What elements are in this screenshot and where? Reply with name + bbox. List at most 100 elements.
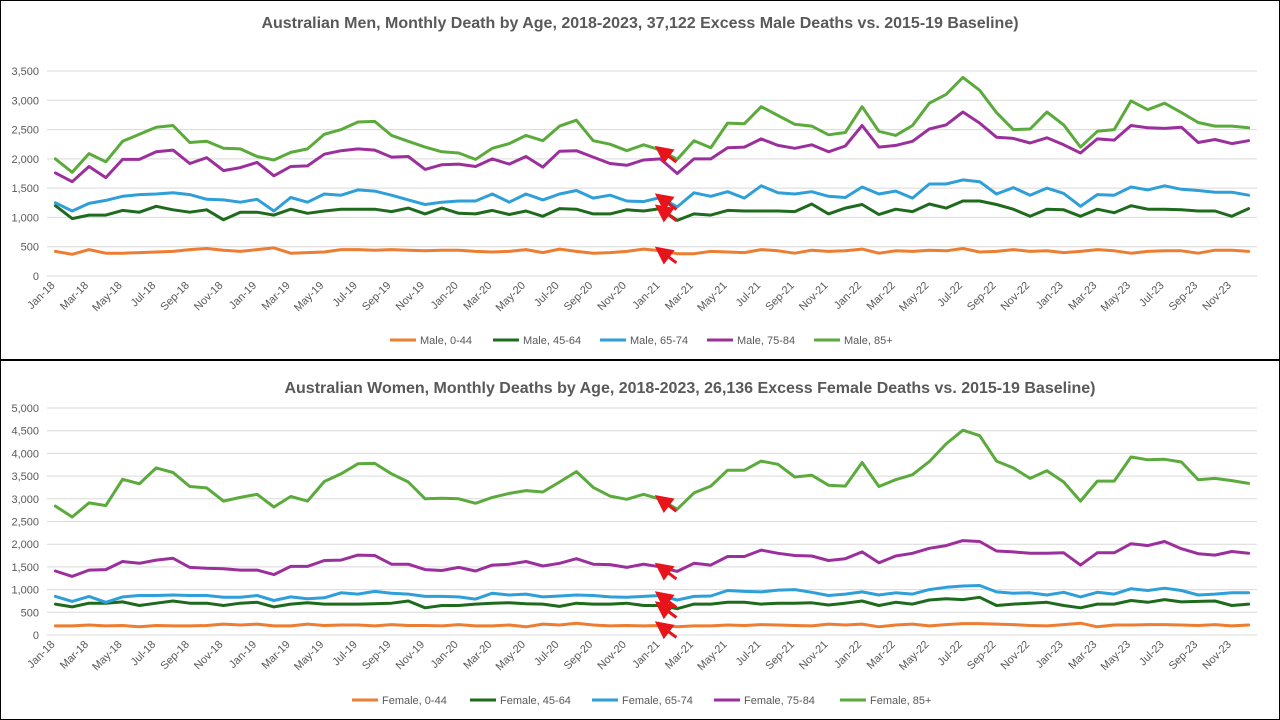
x-tick-label: Mar-23 <box>1066 280 1099 313</box>
x-tick-label: Mar-21 <box>663 639 696 672</box>
x-tick-label: Jul-19 <box>330 639 360 669</box>
y-tick-label: 3,500 <box>11 471 39 483</box>
x-tick-label: Mar-21 <box>663 280 696 313</box>
x-tick-label: Nov-23 <box>1200 280 1234 314</box>
x-tick-label: Sep-18 <box>158 639 192 673</box>
series-line-female-75-84 <box>53 539 1251 578</box>
x-tick-label: May-22 <box>897 280 931 314</box>
x-tick-label: Mar-18 <box>58 280 91 313</box>
x-tick-label: Jan-21 <box>630 639 662 671</box>
x-tick-label: Jan-23 <box>1034 280 1066 312</box>
x-tick-label: May-21 <box>695 280 729 314</box>
female-annotation-arrows <box>654 495 678 640</box>
series-line-female-65-74 <box>53 584 1251 604</box>
x-tick-label: Sep-19 <box>360 280 394 314</box>
x-tick-label: Jul-20 <box>532 280 562 310</box>
x-tick-label: Jul-23 <box>1137 280 1167 310</box>
series-line-male-75-84 <box>53 110 1251 184</box>
x-tick-label: Sep-22 <box>965 280 999 314</box>
x-tick-label: May-23 <box>1099 639 1133 673</box>
y-tick-label: 3,000 <box>11 494 39 506</box>
x-tick-label: May-23 <box>1099 280 1133 314</box>
female-x-axis-labels: Jan-18 Mar-18 May-18 Jul-18 Sep-18 Nov-18 Jan-… <box>25 639 1234 673</box>
annotation-arrow <box>654 204 678 223</box>
annotation-arrow <box>654 145 678 164</box>
x-tick-label: Jul-22 <box>935 639 965 669</box>
male-x-axis-labels: Jan-18 Mar-18 May-18 Jul-18 Sep-18 Nov-18 Jan-… <box>25 280 1234 314</box>
x-tick-label: Mar-22 <box>865 639 898 672</box>
x-tick-label: Mar-19 <box>260 280 293 313</box>
x-tick-label: Sep-22 <box>965 639 999 673</box>
x-tick-label: Jan-22 <box>832 280 864 312</box>
annotation-arrow <box>654 246 678 265</box>
male-gridlines <box>47 70 1257 277</box>
x-tick-label: Jul-19 <box>330 280 360 310</box>
legend-label-female-65-74: Female, 65-74 <box>622 695 693 707</box>
x-tick-label: Jul-23 <box>1137 639 1167 669</box>
x-tick-label: Jan-19 <box>227 280 259 312</box>
x-tick-label: Jul-20 <box>532 639 562 669</box>
y-tick-label: 1,000 <box>11 212 39 224</box>
x-tick-label: Sep-21 <box>763 280 797 314</box>
x-tick-label: Mar-22 <box>865 280 898 313</box>
y-tick-label: 1,500 <box>11 562 39 574</box>
x-tick-label: Nov-20 <box>595 280 629 314</box>
series-line-female-85 <box>53 428 1251 519</box>
male-annotation-arrows <box>654 145 678 265</box>
x-tick-label: Jan-19 <box>227 639 259 671</box>
series-line-female-45-64 <box>53 595 1251 611</box>
y-tick-label: 4,500 <box>11 426 39 438</box>
y-tick-label: 1,500 <box>11 183 39 195</box>
female-gridlines <box>47 407 1257 636</box>
legend-label-female-85: Female, 85+ <box>870 695 931 707</box>
male-chart-title: Australian Men, Monthly Death by Age, 20… <box>261 15 1018 32</box>
y-tick-label: 4,000 <box>11 448 39 460</box>
x-tick-label: Jan-20 <box>429 280 461 312</box>
legend-label-male-65-74: Male, 65-74 <box>630 335 688 347</box>
x-tick-label: Nov-20 <box>595 639 629 673</box>
male-legend: Male, 0-44 Male, 45-64 Male, 65-74 Male, 75… <box>390 335 893 347</box>
x-tick-label: Jan-21 <box>630 280 662 312</box>
legend-label-female-75-84: Female, 75-84 <box>744 695 815 707</box>
x-tick-label: Jan-18 <box>25 280 57 312</box>
x-tick-label: Nov-19 <box>394 639 428 673</box>
x-tick-label: May-20 <box>494 280 528 314</box>
x-tick-label: Nov-18 <box>192 280 226 314</box>
x-tick-label: May-21 <box>695 639 729 673</box>
x-tick-label: Nov-19 <box>394 280 428 314</box>
x-tick-label: May-18 <box>90 280 124 314</box>
series-line-male-85 <box>53 75 1251 174</box>
annotation-arrow <box>654 495 678 514</box>
x-tick-label: Sep-20 <box>562 280 596 314</box>
x-tick-label: Mar-23 <box>1066 639 1099 672</box>
annotation-arrow <box>654 601 678 620</box>
x-tick-label: Nov-21 <box>797 280 831 314</box>
x-tick-label: Jul-22 <box>935 280 965 310</box>
male-series-lines <box>53 75 1251 256</box>
legend-label-female-0-44: Female, 0-44 <box>382 695 447 707</box>
series-line-female-0-44 <box>53 621 1251 629</box>
y-tick-label: 500 <box>21 242 39 254</box>
female-y-axis-labels: 0 500 1,000 1,500 2,000 2,500 3,000 3,500 4,000 4… <box>11 403 39 642</box>
x-tick-label: Mar-20 <box>461 639 494 672</box>
male-chart: Australian Men, Monthly Death by Age, 20… <box>11 15 1257 347</box>
female-chart: Australian Women, Monthly Deaths by Age,… <box>11 380 1257 707</box>
x-tick-label: Jan-20 <box>429 639 461 671</box>
x-tick-label: Sep-18 <box>158 280 192 314</box>
x-tick-label: Sep-23 <box>1167 280 1201 314</box>
series-line-male-65-74 <box>53 178 1251 213</box>
y-tick-label: 2,000 <box>11 539 39 551</box>
male-y-axis-labels: 0 500 1,000 1,500 2,000 2,500 3,000 3,500 <box>11 66 39 283</box>
x-tick-label: Jul-21 <box>734 280 764 310</box>
legend-label-male-85: Male, 85+ <box>844 335 893 347</box>
x-tick-label: May-19 <box>292 639 326 673</box>
legend-label-male-75-84: Male, 75-84 <box>737 335 795 347</box>
y-tick-label: 5,000 <box>11 403 39 415</box>
female-legend: Female, 0-44 Female, 45-64 Female, 65-74 Fe… <box>352 695 931 707</box>
x-tick-label: Nov-22 <box>999 280 1033 314</box>
x-tick-label: Jul-21 <box>734 639 764 669</box>
annotation-arrow <box>654 562 678 581</box>
y-tick-label: 2,000 <box>11 154 39 166</box>
x-tick-label: Jan-23 <box>1034 639 1066 671</box>
